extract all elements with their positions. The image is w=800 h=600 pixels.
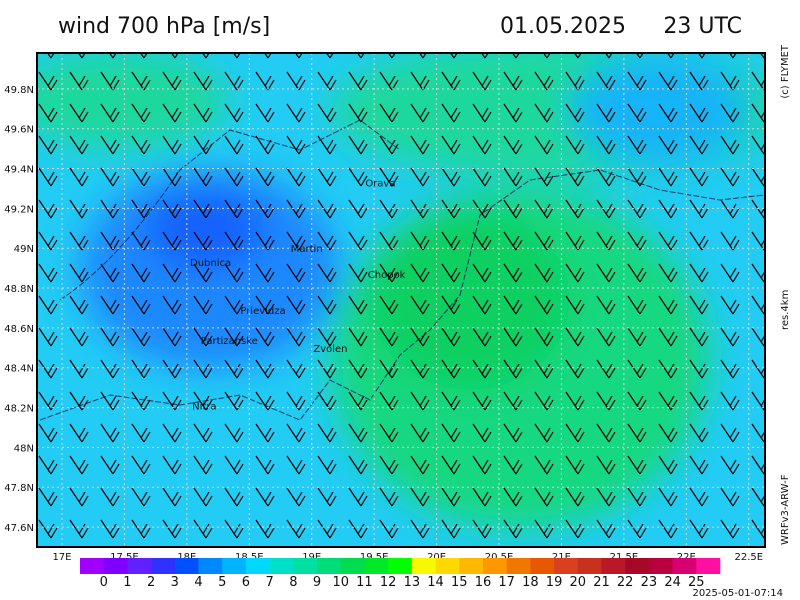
colorbar-cell: [317, 558, 342, 574]
colorbar-label: 5: [218, 575, 226, 590]
city-label: Chopok: [368, 270, 406, 281]
lon-label: 19.5E: [360, 552, 389, 563]
time: 23 UTC: [663, 14, 742, 39]
title: wind 700 hPa [m/s]: [58, 14, 270, 39]
colorbar-label: 23: [641, 575, 658, 590]
lat-label: 48.2N: [4, 404, 34, 415]
colorbar-label: 3: [171, 575, 179, 590]
city-label: Zvolen: [313, 344, 347, 355]
lon-label: 20.5E: [485, 552, 514, 563]
colorbar-label: 13: [404, 575, 421, 590]
colorbar-label: 12: [380, 575, 397, 590]
city-label: Dubnica: [190, 258, 231, 269]
colorbar-cell: [625, 558, 650, 574]
colorbar-label: 11: [356, 575, 373, 590]
colorbar-cell: [601, 558, 626, 574]
colorbar-label: 10: [332, 575, 349, 590]
lon-label: 22.5E: [734, 552, 763, 563]
colorbar-cell: [269, 558, 294, 574]
lat-label: 49.4N: [4, 165, 34, 176]
colorbar-cell: [648, 558, 673, 574]
colorbar-cell: [293, 558, 318, 574]
lon-label: 17.5E: [110, 552, 139, 563]
colorbar-cell: [506, 558, 531, 574]
city-label: Orava: [365, 178, 395, 189]
colorbar-label: 17: [498, 575, 515, 590]
lon-label: 19E: [302, 552, 321, 563]
colorbar-label: 22: [617, 575, 634, 590]
colorbar-label: 8: [289, 575, 297, 590]
colorbar-label: 1: [123, 575, 131, 590]
city-label: Martin: [291, 244, 323, 255]
map-field: [37, 53, 765, 547]
lat-label: 49.2N: [4, 204, 34, 215]
lat-label: 47.8N: [4, 483, 34, 494]
colorbar-cell: [482, 558, 507, 574]
lon-label: 22E: [677, 552, 696, 563]
copyright: (c) FLYMET: [780, 44, 791, 99]
colorbar-cell: [222, 558, 247, 574]
resolution: res.4km: [780, 290, 791, 330]
colorbar-label: 24: [664, 575, 681, 590]
colorbar-cell: [554, 558, 579, 574]
city-label: Partizanske: [201, 336, 258, 347]
colorbar-label: 21: [593, 575, 610, 590]
lon-label: 21.5E: [610, 552, 639, 563]
lon-label: 21E: [552, 552, 571, 563]
lat-label: 49.8N: [4, 85, 34, 96]
lat-label: 49N: [14, 244, 34, 255]
lon-label: 20E: [427, 552, 446, 563]
map-frame: [36, 52, 766, 548]
colorbar-cell: [151, 558, 176, 574]
lat-label: 49.6N: [4, 125, 34, 136]
lat-label: 48.8N: [4, 284, 34, 295]
lat-label: 48.4N: [4, 364, 34, 375]
colorbar-cell: [388, 558, 413, 574]
colorbar-cell: [577, 558, 602, 574]
city-label: Prievidza: [240, 306, 285, 317]
colorbar-label: 6: [242, 575, 250, 590]
colorbar-cell: [198, 558, 223, 574]
colorbar-label: 2: [147, 575, 155, 590]
colorbar-cell: [530, 558, 555, 574]
colorbar-label: 19: [546, 575, 563, 590]
lon-label: 18.5E: [235, 552, 264, 563]
model: WRFv3-ARW-F: [780, 474, 791, 545]
colorbar-cell: [435, 558, 460, 574]
colorbar-label: 4: [194, 575, 202, 590]
lat-label: 48.6N: [4, 324, 34, 335]
colorbar-label: 15: [451, 575, 468, 590]
colorbar-label: 14: [427, 575, 444, 590]
colorbar-cell: [174, 558, 199, 574]
footer: 2025-05-01-07:14: [692, 588, 783, 599]
lat-label: 48N: [14, 443, 34, 454]
colorbar-cell: [411, 558, 436, 574]
colorbar-cell: [340, 558, 365, 574]
lon-label: 18E: [177, 552, 196, 563]
colorbar-label: 9: [313, 575, 321, 590]
colorbar-cell: [672, 558, 697, 574]
colorbar-label: 20: [570, 575, 587, 590]
colorbar-cell: [364, 558, 389, 574]
colorbar-cell: [696, 558, 721, 574]
lat-label: 47.6N: [4, 523, 34, 534]
lon-label: 17E: [52, 552, 71, 563]
colorbar-cell: [245, 558, 270, 574]
colorbar-cell: [103, 558, 128, 574]
date: 01.05.2025: [500, 14, 626, 39]
colorbar-cell: [127, 558, 152, 574]
colorbar-cell: [459, 558, 484, 574]
colorbar-label: 7: [265, 575, 273, 590]
colorbar-label: 0: [100, 575, 108, 590]
colorbar-label: 18: [522, 575, 539, 590]
colorbar-label: 16: [475, 575, 492, 590]
city-label: Nitra: [192, 402, 216, 413]
colorbar-label: 25: [688, 575, 705, 590]
colorbar-cell: [80, 558, 105, 574]
